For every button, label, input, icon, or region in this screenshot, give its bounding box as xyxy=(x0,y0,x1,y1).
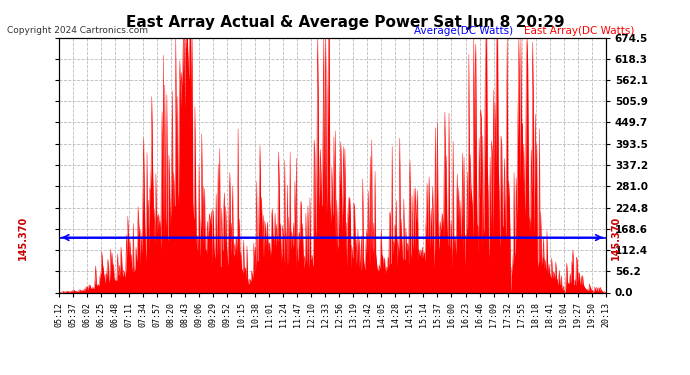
Text: East Array(DC Watts): East Array(DC Watts) xyxy=(524,26,635,36)
Text: Average(DC Watts): Average(DC Watts) xyxy=(414,26,513,36)
Text: 145.370: 145.370 xyxy=(18,215,28,260)
Text: Copyright 2024 Cartronics.com: Copyright 2024 Cartronics.com xyxy=(7,26,148,35)
Text: East Array Actual & Average Power Sat Jun 8 20:29: East Array Actual & Average Power Sat Ju… xyxy=(126,15,564,30)
Text: 145.370: 145.370 xyxy=(611,215,621,260)
